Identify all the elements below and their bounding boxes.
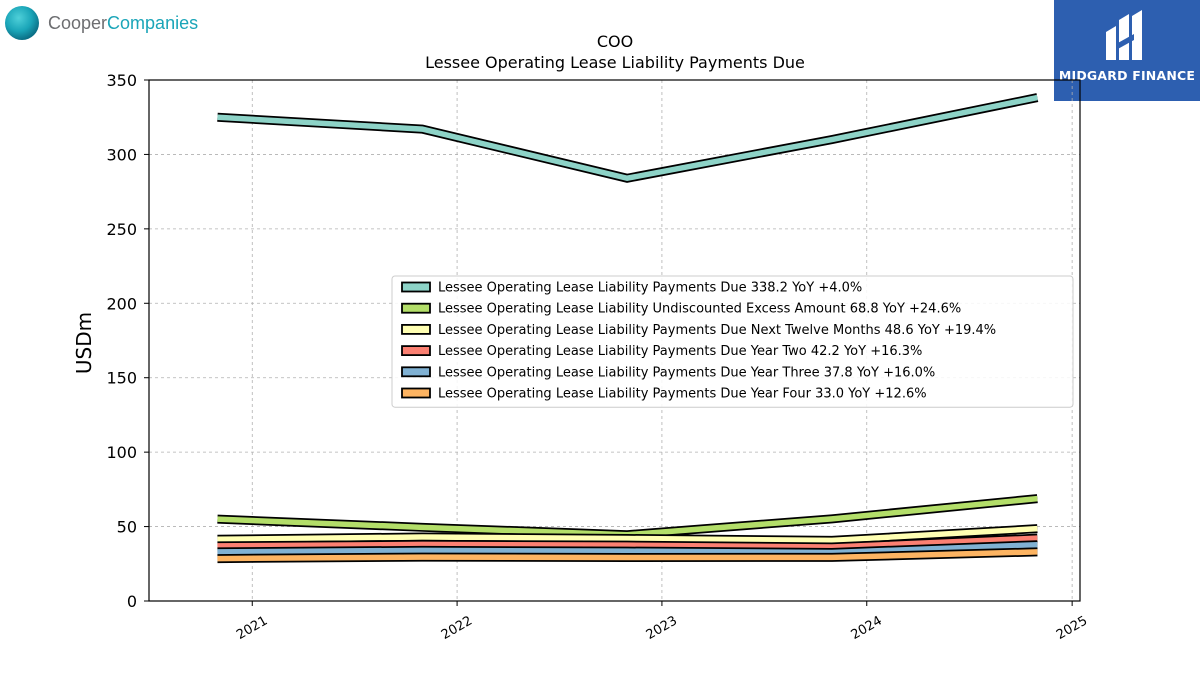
legend-swatch	[401, 323, 431, 335]
plot-frame	[148, 79, 1081, 602]
series-layer	[217, 93, 1039, 564]
legend-entry-label: Lessee Operating Lease Liability Undisco…	[438, 302, 961, 317]
series-line	[217, 495, 1038, 538]
legend-swatch	[401, 302, 431, 314]
brand-name-part2: Companies	[107, 13, 198, 33]
y-axis-label: USDm	[72, 312, 96, 374]
y-tick-label: 200	[106, 294, 137, 313]
x-tick-label: 2022	[439, 613, 475, 643]
y-tick-label: 350	[106, 71, 137, 90]
series-outline	[217, 494, 1038, 540]
x-tick-label: 2025	[1054, 613, 1090, 643]
legend-swatch	[401, 281, 431, 293]
x-tick-label: 2024	[849, 613, 885, 643]
y-tick-label: 250	[106, 220, 137, 239]
x-tick-label: 2021	[234, 613, 270, 643]
y-tick-label: 0	[127, 592, 137, 611]
x-tick-label: 2023	[644, 613, 680, 643]
legend-entry-label: Lessee Operating Lease Liability Payment…	[438, 323, 996, 338]
midgard-emblem-icon	[1106, 10, 1142, 60]
legend-entry-label: Lessee Operating Lease Liability Payment…	[438, 387, 927, 402]
series-line	[217, 535, 1038, 550]
legend-swatch	[401, 345, 431, 357]
legend: Lessee Operating Lease Liability Payment…	[391, 275, 1074, 408]
legend-entry-label: Lessee Operating Lease Liability Payment…	[438, 365, 935, 380]
brand-name-part1: Cooper	[48, 13, 107, 33]
y-tick-label: 300	[106, 145, 137, 164]
svg-text:CooperCompanies: CooperCompanies	[48, 13, 198, 33]
y-tick-label: 150	[106, 369, 137, 388]
y-tick-label: 50	[117, 518, 137, 537]
legend-box	[391, 275, 1074, 408]
series-line	[217, 525, 1038, 544]
midgard-brand-name: MIDGARD FINANCE	[1058, 68, 1196, 83]
legend-swatch	[401, 366, 431, 378]
legend-entry-label: Lessee Operating Lease Liability Payment…	[438, 281, 862, 296]
series-line	[217, 549, 1038, 562]
chart-title: COO	[597, 32, 633, 51]
chart-subtitle: Lessee Operating Lease Liability Payment…	[425, 53, 805, 72]
globe-icon	[5, 6, 39, 40]
y-axis: 0 50 100 150 200 250 300 350	[106, 71, 149, 611]
x-axis: 2021 2022 2023 2024 2025	[234, 601, 1090, 643]
series-line	[217, 541, 1038, 556]
cooper-companies-logo: CooperCompanies	[4, 4, 204, 42]
legend-entry-label: Lessee Operating Lease Liability Payment…	[438, 344, 922, 359]
midgard-finance-logo: MIDGARD FINANCE	[1054, 0, 1200, 101]
y-tick-label: 100	[106, 443, 137, 462]
legend-swatch	[401, 387, 431, 399]
series-outline	[217, 93, 1039, 183]
series-line	[217, 94, 1038, 182]
